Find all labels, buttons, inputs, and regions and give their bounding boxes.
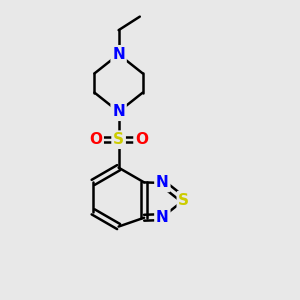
Text: O: O	[135, 132, 148, 147]
Text: O: O	[89, 132, 102, 147]
Text: N: N	[112, 47, 125, 62]
Text: N: N	[156, 176, 169, 190]
Text: S: S	[178, 193, 189, 208]
Text: N: N	[156, 210, 169, 225]
Text: S: S	[113, 132, 124, 147]
Text: N: N	[112, 104, 125, 119]
